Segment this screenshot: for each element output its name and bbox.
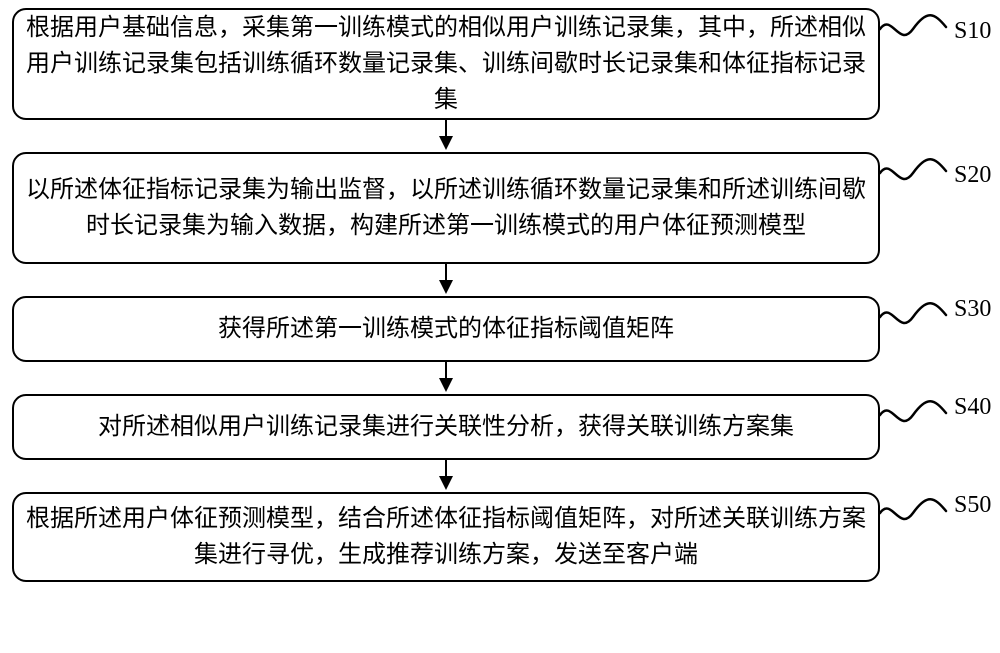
connector-curl (878, 400, 948, 430)
step-label-s20: S20 (954, 162, 991, 189)
step-label-s40: S40 (954, 394, 991, 421)
step-node-s50: 根据所述用户体征预测模型，结合所述体征指标阈值矩阵，对所述关联训练方案集进行寻优… (12, 492, 880, 582)
step-label-s10: S10 (954, 18, 991, 45)
step-label-s50: S50 (954, 492, 991, 519)
connector-curl (878, 302, 948, 332)
flow-arrow (437, 264, 455, 296)
step-node-s30: 获得所述第一训练模式的体征指标阈值矩阵 (12, 296, 880, 362)
step-text: 根据所述用户体征预测模型，结合所述体征指标阈值矩阵，对所述关联训练方案集进行寻优… (26, 501, 866, 573)
connector-curl (878, 14, 948, 44)
flowchart-canvas: 根据用户基础信息，采集第一训练模式的相似用户训练记录集，其中，所述相似用户训练记… (0, 0, 1000, 653)
step-node-s40: 对所述相似用户训练记录集进行关联性分析，获得关联训练方案集 (12, 394, 880, 460)
flow-arrow (437, 362, 455, 394)
step-text: 获得所述第一训练模式的体征指标阈值矩阵 (26, 311, 866, 347)
step-text: 对所述相似用户训练记录集进行关联性分析，获得关联训练方案集 (26, 409, 866, 445)
step-label-s30: S30 (954, 296, 991, 323)
connector-curl (878, 498, 948, 528)
flow-arrow (437, 120, 455, 152)
flow-arrow (437, 460, 455, 492)
step-node-s20: 以所述体征指标记录集为输出监督，以所述训练循环数量记录集和所述训练间歇时长记录集… (12, 152, 880, 264)
connector-curl (878, 158, 948, 188)
step-text: 根据用户基础信息，采集第一训练模式的相似用户训练记录集，其中，所述相似用户训练记… (26, 10, 866, 118)
step-text: 以所述体征指标记录集为输出监督，以所述训练循环数量记录集和所述训练间歇时长记录集… (26, 172, 866, 244)
step-node-s10: 根据用户基础信息，采集第一训练模式的相似用户训练记录集，其中，所述相似用户训练记… (12, 8, 880, 120)
